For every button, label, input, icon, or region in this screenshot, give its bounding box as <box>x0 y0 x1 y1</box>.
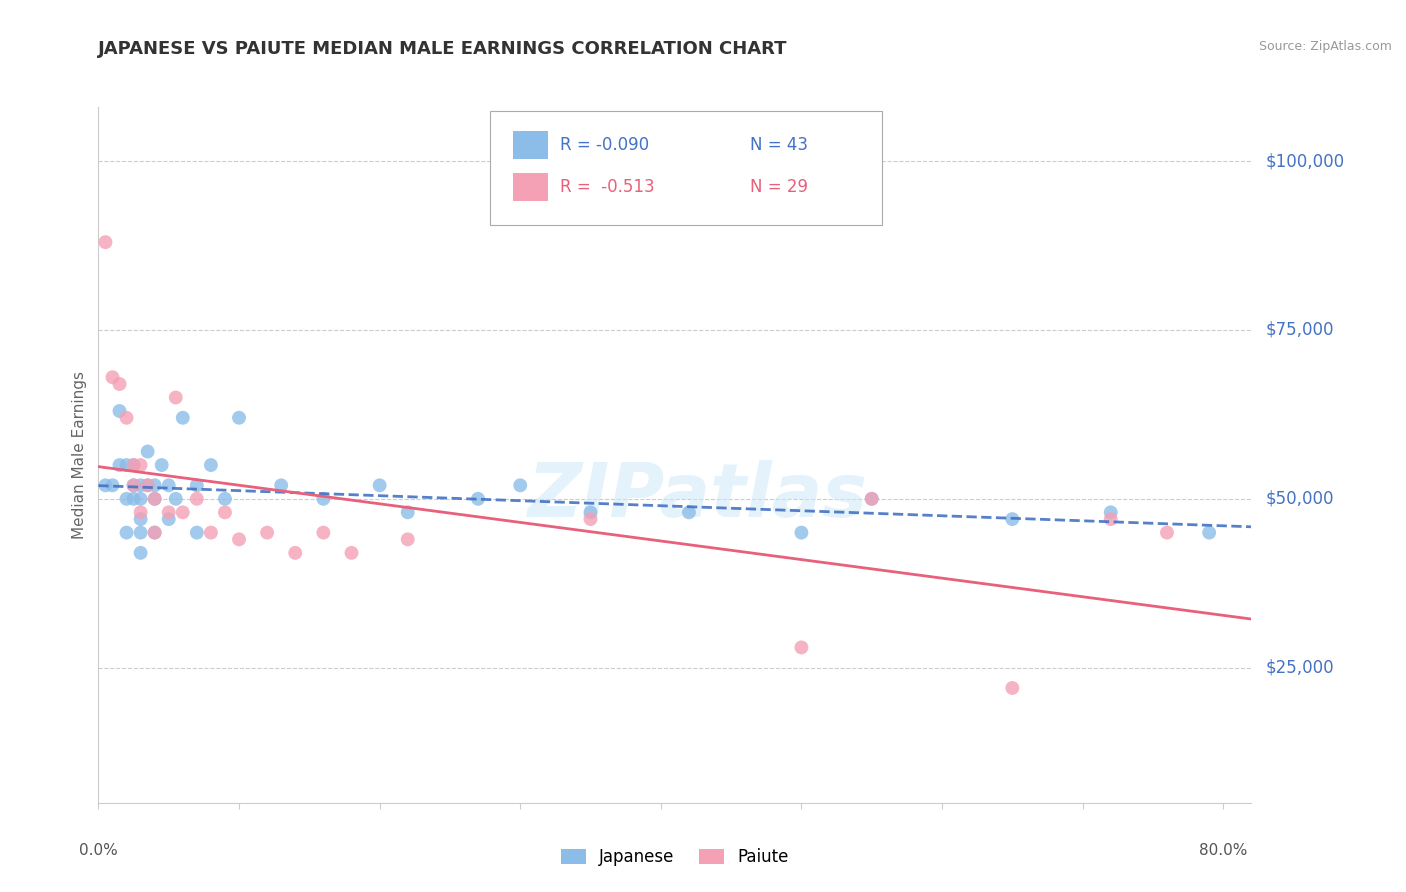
Point <box>115 525 138 540</box>
Point <box>122 458 145 472</box>
Text: Source: ZipAtlas.com: Source: ZipAtlas.com <box>1258 40 1392 54</box>
Point <box>579 505 602 519</box>
Point <box>1001 512 1024 526</box>
Point <box>1156 525 1178 540</box>
Point <box>129 525 152 540</box>
Text: JAPANESE VS PAIUTE MEDIAN MALE EARNINGS CORRELATION CHART: JAPANESE VS PAIUTE MEDIAN MALE EARNINGS … <box>98 40 787 58</box>
Point <box>270 478 292 492</box>
Point <box>129 512 152 526</box>
Point <box>368 478 391 492</box>
Point <box>186 491 208 506</box>
Point <box>186 525 208 540</box>
Point <box>200 458 222 472</box>
Point <box>157 478 180 492</box>
Point <box>860 491 883 506</box>
Point <box>129 491 152 506</box>
Legend: Japanese, Paiute: Japanese, Paiute <box>553 840 797 875</box>
Point <box>165 491 187 506</box>
Point <box>579 512 602 526</box>
Text: $100,000: $100,000 <box>1265 152 1344 170</box>
Point <box>200 525 222 540</box>
Point <box>172 410 194 425</box>
Text: N = 29: N = 29 <box>749 178 808 196</box>
Point <box>396 533 419 547</box>
Point <box>186 478 208 492</box>
Point <box>340 546 363 560</box>
Text: 0.0%: 0.0% <box>79 843 118 858</box>
Point <box>1099 512 1122 526</box>
Text: $75,000: $75,000 <box>1265 321 1334 339</box>
Text: $25,000: $25,000 <box>1265 658 1334 677</box>
FancyBboxPatch shape <box>491 111 883 226</box>
Point <box>101 478 124 492</box>
Point <box>94 235 117 249</box>
Point <box>214 505 236 519</box>
Point <box>115 410 138 425</box>
Point <box>256 525 278 540</box>
Point <box>101 370 124 384</box>
Point <box>94 478 117 492</box>
Point <box>157 512 180 526</box>
Point <box>312 491 335 506</box>
Point <box>108 404 131 418</box>
Point <box>143 478 166 492</box>
Point <box>228 410 250 425</box>
Text: 80.0%: 80.0% <box>1199 843 1247 858</box>
Point <box>129 505 152 519</box>
Point <box>1099 505 1122 519</box>
Point <box>860 491 883 506</box>
Point <box>143 491 166 506</box>
Point <box>214 491 236 506</box>
Point <box>150 458 173 472</box>
Text: R = -0.090: R = -0.090 <box>560 136 648 154</box>
Text: $50,000: $50,000 <box>1265 490 1334 508</box>
Point <box>143 491 166 506</box>
Text: R =  -0.513: R = -0.513 <box>560 178 654 196</box>
Point <box>157 505 180 519</box>
Point <box>228 533 250 547</box>
Point <box>1001 681 1024 695</box>
Point <box>115 491 138 506</box>
Point <box>165 391 187 405</box>
Point <box>143 525 166 540</box>
Point <box>115 458 138 472</box>
Y-axis label: Median Male Earnings: Median Male Earnings <box>72 371 87 539</box>
Point <box>284 546 307 560</box>
Point <box>172 505 194 519</box>
Point <box>108 458 131 472</box>
Point <box>396 505 419 519</box>
Point <box>108 376 131 391</box>
Text: N = 43: N = 43 <box>749 136 808 154</box>
Point <box>122 458 145 472</box>
Point <box>790 525 813 540</box>
Point <box>122 491 145 506</box>
Point <box>136 478 159 492</box>
Point <box>678 505 700 519</box>
Point <box>467 491 489 506</box>
Point <box>509 478 531 492</box>
Point <box>122 478 145 492</box>
Point <box>129 458 152 472</box>
Point <box>143 525 166 540</box>
Point <box>122 478 145 492</box>
Point <box>136 444 159 458</box>
Point <box>790 640 813 655</box>
Text: ZIPatlas: ZIPatlas <box>527 460 868 533</box>
FancyBboxPatch shape <box>513 131 548 159</box>
Point <box>1198 525 1220 540</box>
FancyBboxPatch shape <box>513 173 548 201</box>
Point <box>129 546 152 560</box>
Point <box>136 478 159 492</box>
Point <box>129 478 152 492</box>
Point <box>312 525 335 540</box>
